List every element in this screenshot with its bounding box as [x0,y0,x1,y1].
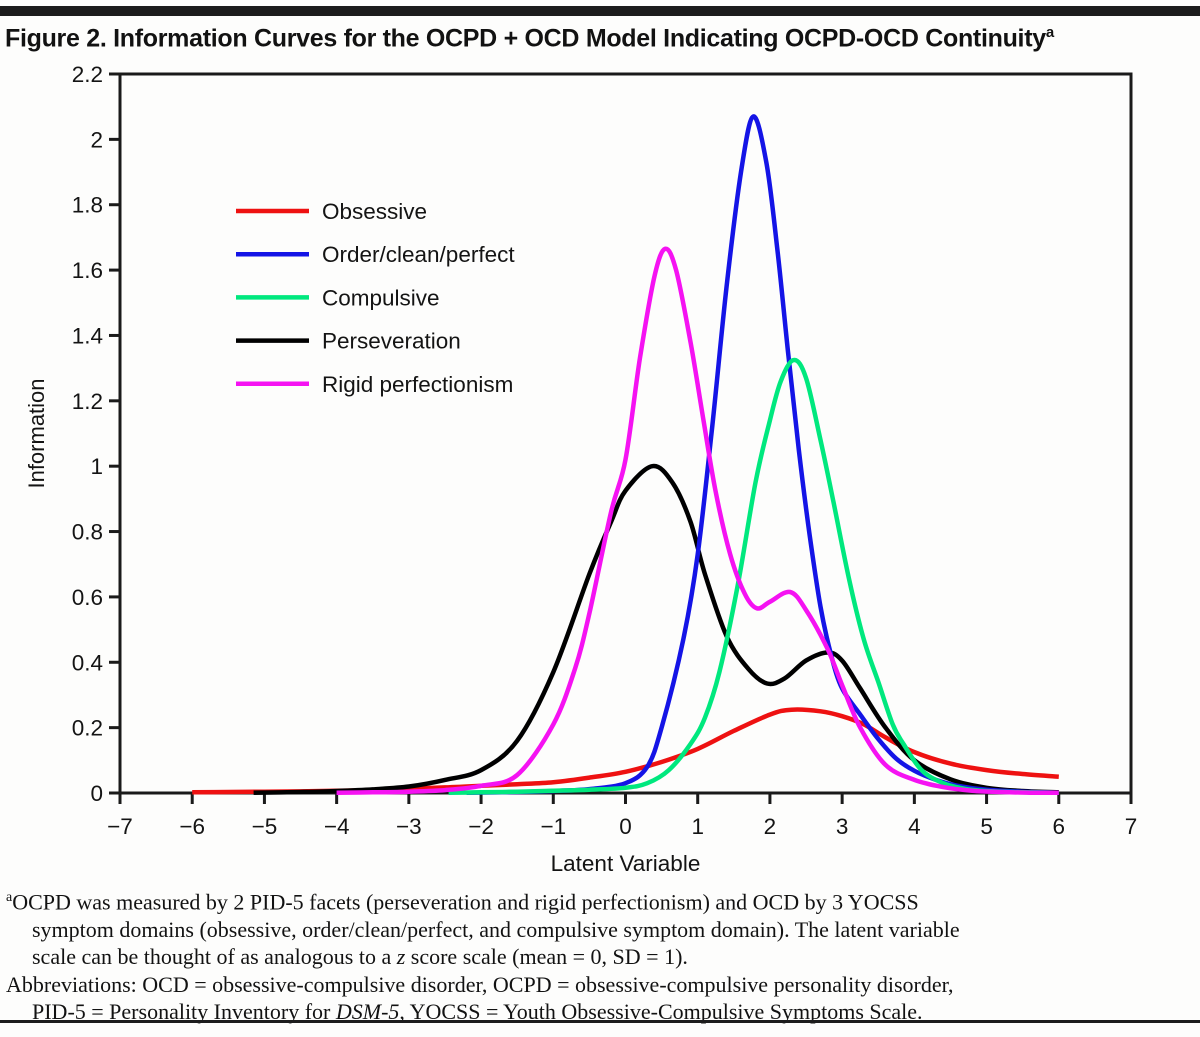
x-axis-tick-label: 0 [619,814,632,839]
x-axis-tick-label: 1 [691,814,704,839]
footnote-text: OCPD was measured by 2 PID-5 facets (per… [12,889,919,915]
footnote-text: Abbreviations: OCD = obsessive-compulsiv… [6,971,954,997]
y-axis-tick-label: 0.2 [72,716,103,741]
footnote-line: symptom domains (obsessive, order/clean/… [6,916,1192,944]
footnote-text: z [396,944,406,970]
x-axis-tick-label: 7 [1125,814,1138,839]
legend-item-obsessive: Obsessive [236,199,427,224]
footnote-text: symptom domains (obsessive, order/clean/… [32,916,960,942]
x-axis-title: Latent Variable [551,851,701,876]
x-axis-tick-label: −4 [324,814,350,839]
legend-label: Rigid perfectionism [322,372,513,397]
curve-obsessive [192,707,1059,795]
y-axis-tick-label: 1.8 [72,193,103,218]
x-axis-tick-label: 6 [1053,814,1066,839]
legend-label: Order/clean/perfect [322,242,515,267]
bottom-rule [0,1020,1200,1023]
figure-title-superscript: a [1045,24,1054,41]
x-axis-tick-label: 4 [908,814,921,839]
legend-item-order-clean-perfect: Order/clean/perfect [236,242,515,267]
y-axis-tick-label: 1.6 [72,258,103,283]
figure-title-text: Figure 2. Information Curves for the OCP… [5,24,1046,53]
legend-item-compulsive: Compulsive [236,285,440,310]
x-axis-tick-label: −6 [179,814,205,839]
x-axis-tick-label: 5 [980,814,993,839]
y-axis-tick-label: 0 [90,781,103,806]
y-axis-tick-label: 1.2 [72,389,103,414]
footnote-line: aOCPD was measured by 2 PID-5 facets (pe… [6,884,1192,916]
curve-compulsive [448,357,1059,795]
y-axis-tick-label: 2 [90,127,103,152]
x-axis-tick-label: −1 [540,814,566,839]
y-axis-tick-label: 0.4 [72,650,103,675]
x-axis-tick-label: −3 [396,814,422,839]
top-rule [0,6,1200,16]
y-axis-tick-label: 2.2 [72,62,103,87]
curve-order-clean-perfect [466,114,1059,795]
y-axis-tick-label: 0.6 [72,585,103,610]
legend: Obsessive Order/clean/perfect Compulsive Pe… [236,199,515,397]
y-axis-tick-label: 1.4 [72,323,103,348]
legend-label: Compulsive [322,285,440,310]
information-curves-chart: −7 −6 −5 −4 −3 −2 −1 0 1 2 3 4 5 6 7 0 0.2 0.4 0.6 0.8 1 1.2 1… [24,62,1138,876]
footnotes: aOCPD was measured by 2 PID-5 facets (pe… [6,884,1192,1026]
x-axis-tick-label: 3 [836,814,849,839]
figure-title: Figure 2. Information Curves for the OCP… [5,24,1197,53]
x-axis-tick-label: 2 [764,814,777,839]
footnote-superscript: a [6,890,13,905]
footnote-line: scale can be thought of as analogous to … [6,943,1192,971]
legend-item-rigid-perfectionism: Rigid perfectionism [236,372,513,397]
x-axis-tick-label: −5 [252,814,278,839]
y-axis-tick-label: 0.8 [72,520,103,545]
plot-frame [118,72,1133,795]
y-axis-title: Information [24,378,49,488]
x-axis-tick-label: −2 [468,814,494,839]
footnote-line: Abbreviations: OCD = obsessive-compulsiv… [6,971,1192,999]
y-axis-tick-label: 1 [90,454,103,479]
footnote-text: scale can be thought of as analogous to … [32,944,397,970]
footnote-text: score scale (mean = 0, SD = 1). [405,944,688,970]
curve-perseveration [253,463,1059,795]
curve-rigid-perfectionism [336,246,1059,795]
legend-item-perseveration: Perseveration [236,329,461,354]
legend-label: Perseveration [322,329,461,354]
legend-label: Obsessive [322,199,427,224]
x-axis-tick-label: −7 [107,814,133,839]
